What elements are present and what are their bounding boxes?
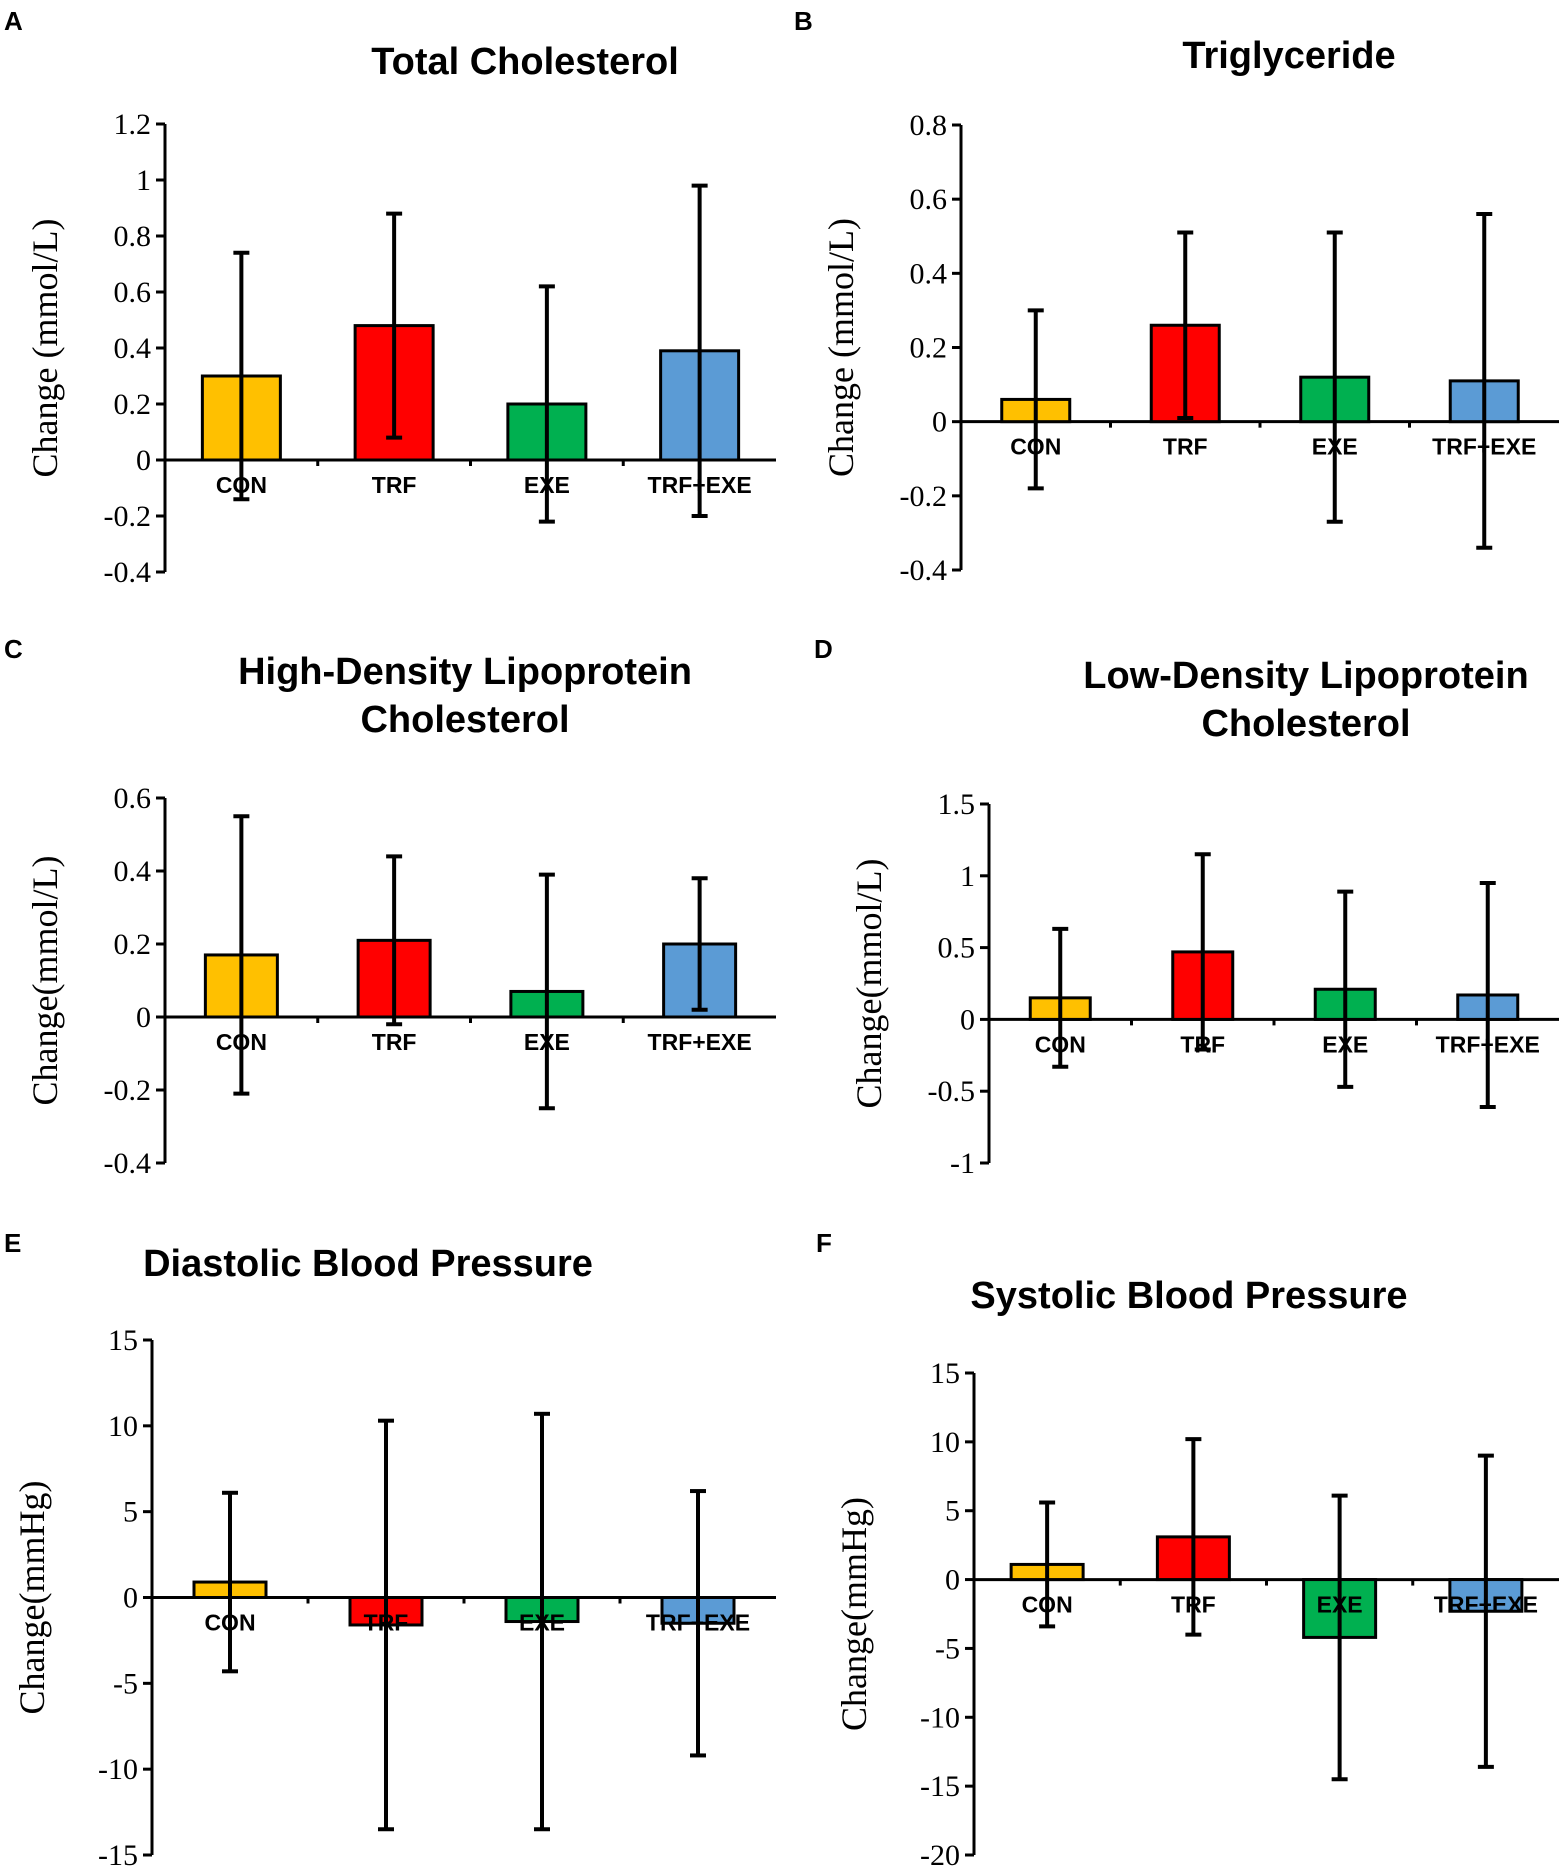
category-label-trf: TRF — [372, 1029, 417, 1055]
y-tick-label: 10 — [930, 1426, 960, 1459]
category-label-con: CON — [216, 1029, 267, 1055]
category-label-trf-plus-exe: TRF+EXE — [648, 1029, 752, 1055]
panel-letter: E — [4, 1228, 21, 1258]
y-tick-label: -15 — [920, 1770, 960, 1803]
category-label-trf: TRF — [1180, 1031, 1225, 1057]
y-tick-label: 0 — [945, 1564, 960, 1597]
category-label-trf-plus-exe: TRF+EXE — [648, 472, 752, 498]
category-label-trf-plus-exe: TRF+EXE — [1434, 1592, 1538, 1618]
panel-letter: C — [4, 634, 23, 664]
y-tick-label: 0.2 — [910, 332, 948, 365]
y-tick-label: 15 — [930, 1357, 960, 1390]
y-tick-label: 5 — [123, 1496, 138, 1529]
y-axis-label: Change(mmHg) — [834, 1497, 874, 1731]
y-tick-label: -0.2 — [104, 500, 152, 533]
panel-letter: B — [794, 6, 813, 36]
y-tick-label: 0 — [960, 1003, 975, 1036]
y-axis-label: Change (mmol/L) — [25, 219, 65, 478]
y-tick-label: 0 — [123, 1582, 138, 1615]
y-tick-label: 15 — [108, 1324, 138, 1357]
y-tick-label: -0.2 — [900, 480, 948, 513]
panel-letter: A — [4, 6, 23, 36]
category-label-trf-plus-exe: TRF+EXE — [646, 1610, 750, 1636]
chart-title: Systolic Blood Pressure — [970, 1275, 1407, 1317]
panel-letter: D — [814, 634, 833, 664]
y-tick-label: -10 — [920, 1701, 960, 1734]
y-tick-label: 0 — [932, 406, 947, 439]
y-tick-label: -10 — [98, 1753, 138, 1786]
category-label-trf-plus-exe: TRF+EXE — [1432, 434, 1536, 460]
y-tick-label: -0.5 — [928, 1075, 976, 1108]
y-tick-label: -0.4 — [104, 1147, 152, 1180]
category-label-trf-plus-exe: TRF+EXE — [1436, 1031, 1540, 1057]
y-tick-label: 1.2 — [114, 108, 152, 141]
category-label-con: CON — [1035, 1031, 1086, 1057]
chart-panel-a: A Total Cholesterol Change (mmol/L) -0.4 -0.… — [4, 6, 776, 589]
y-tick-label: 0.8 — [114, 220, 152, 253]
chart-title: Diastolic Blood Pressure — [143, 1243, 593, 1285]
category-label-con: CON — [204, 1610, 255, 1636]
y-tick-label: -15 — [98, 1839, 138, 1867]
y-tick-label: -1 — [950, 1147, 975, 1180]
y-tick-label: 1 — [136, 164, 151, 197]
chart-title: High-Density Lipoprotein — [238, 651, 692, 693]
y-tick-label: 0.4 — [114, 855, 152, 888]
y-tick-label: -0.4 — [900, 554, 948, 587]
category-label-con: CON — [1010, 434, 1061, 460]
y-axis-label: Change(mmol/L) — [25, 856, 65, 1106]
chart-title: Triglyceride — [1182, 35, 1395, 77]
y-axis-label: Change (mmol/L) — [821, 218, 861, 477]
chart-panel-e: E Diastolic Blood Pressure Change(mmHg) -15… — [4, 1228, 776, 1867]
y-tick-label: 0.6 — [114, 276, 152, 309]
y-axis-label: Change(mmHg) — [12, 1481, 52, 1715]
y-tick-label: 0.2 — [114, 388, 152, 421]
chart-panel-f: F Systolic Blood Pressure Change(mmHg) -20 -… — [816, 1228, 1559, 1867]
y-tick-label: -5 — [113, 1667, 138, 1700]
y-tick-label: -5 — [935, 1632, 960, 1665]
chart-title: Low-Density Lipoprotein — [1083, 655, 1528, 697]
category-label-trf: TRF — [1171, 1592, 1216, 1618]
y-tick-label: 0.5 — [938, 932, 976, 965]
y-tick-label: -20 — [920, 1839, 960, 1867]
y-tick-label: 0 — [136, 1001, 151, 1034]
chart-panel-b: B Triglyceride Change (mmol/L) -0.4 -0.2 0 0.2… — [794, 6, 1559, 587]
category-label-con: CON — [216, 472, 267, 498]
chart-title: Total Cholesterol — [371, 41, 679, 83]
y-tick-label: 0.2 — [114, 928, 152, 961]
category-label-trf: TRF — [1163, 434, 1208, 460]
chart-title: Cholesterol — [360, 699, 569, 741]
y-tick-label: 0.4 — [114, 332, 152, 365]
y-tick-label: 0 — [136, 444, 151, 477]
chart-title: Cholesterol — [1201, 703, 1410, 745]
y-tick-label: 5 — [945, 1495, 960, 1528]
y-tick-label: 0.4 — [910, 257, 948, 290]
chart-panel-d: D Low-Density Lipoprotein Cholesterol Chang… — [814, 634, 1559, 1180]
category-label-exe: EXE — [519, 1610, 565, 1636]
y-tick-label: -0.4 — [104, 556, 152, 589]
category-label-trf: TRF — [372, 472, 417, 498]
y-tick-label: 10 — [108, 1410, 138, 1443]
category-label-exe: EXE — [1322, 1031, 1368, 1057]
y-tick-label: 1.5 — [938, 788, 976, 821]
panel-letter: F — [816, 1228, 832, 1258]
category-label-con: CON — [1022, 1592, 1073, 1618]
chart-panel-c: C High-Density Lipoprotein Cholesterol Chan… — [4, 634, 776, 1180]
category-label-trf: TRF — [364, 1610, 409, 1636]
y-tick-label: 0.6 — [114, 782, 152, 815]
category-label-exe: EXE — [524, 1029, 570, 1055]
category-label-exe: EXE — [524, 472, 570, 498]
y-tick-label: -0.2 — [104, 1074, 152, 1107]
y-tick-label: 0.6 — [910, 183, 948, 216]
category-label-exe: EXE — [1312, 434, 1358, 460]
y-tick-label: 1 — [960, 860, 975, 893]
category-label-exe: EXE — [1317, 1592, 1363, 1618]
y-tick-label: 0.8 — [910, 109, 948, 142]
y-axis-label: Change(mmol/L) — [849, 859, 889, 1109]
